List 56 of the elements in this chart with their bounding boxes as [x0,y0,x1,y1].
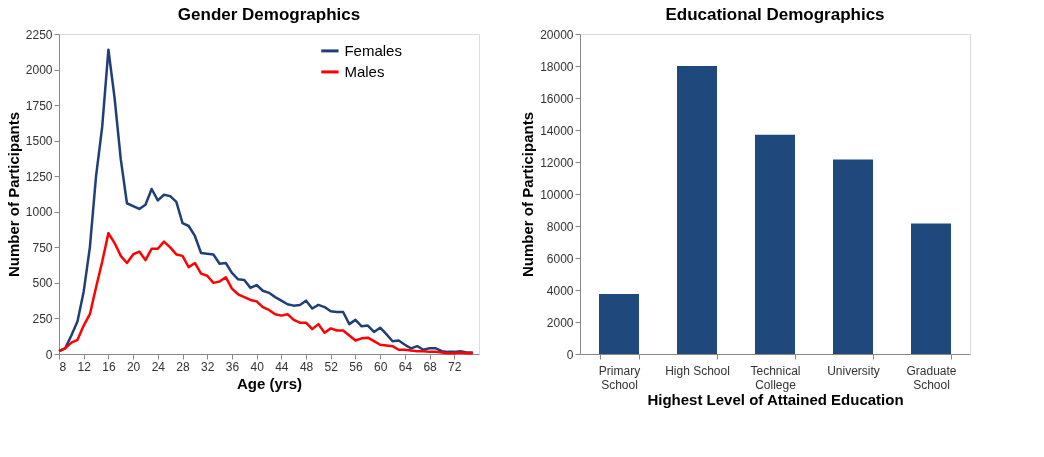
x-tick-label: 60 [374,359,388,374]
x-tick-label: 8 [59,359,67,374]
x-tick-label: 32 [201,359,215,374]
y-axis-title: Number of Participants [519,111,537,278]
y-tick-label: 6000 [546,251,574,266]
y-tick-label: 1000 [25,205,53,220]
y-tick-label: 18000 [540,59,574,74]
legend-label: Females [344,41,402,59]
chart-title: Gender Demographics [177,5,361,24]
y-tick-label: 14000 [540,123,574,138]
x-tick-label: 36 [225,359,240,374]
x-axis-title: Age (yrs) [236,374,303,392]
y-tick-label: 16000 [540,91,574,106]
x-tick-label: 40 [250,359,265,374]
y-tick-label: 1500 [25,134,53,149]
y-tick-label: 8000 [546,219,574,234]
x-tick-label: 24 [151,359,166,374]
x-tick-label: Technical College [750,363,801,392]
y-tick-label: 12000 [540,155,574,170]
x-tick-label: High School [665,363,730,378]
y-tick-label: 2000 [546,315,574,330]
x-tick-label: 68 [423,359,438,374]
y-tick-label: 10000 [540,187,574,202]
y-tick-label: 20000 [540,27,574,42]
y-tick-label: 0 [45,347,53,362]
x-tick-label: University [827,363,880,378]
x-tick-label: 12 [77,359,92,374]
x-tick-label: 44 [275,359,289,374]
bar [911,223,951,354]
y-tick-label: 0 [566,347,574,362]
y-tick-label: 250 [32,311,53,326]
y-axis-title: Number of Participants [4,111,22,278]
legend-label: Males [344,62,385,80]
x-tick-label: Graduate School [906,363,957,392]
line-series [57,231,475,355]
x-tick-label: 28 [176,359,191,374]
bar [677,66,717,354]
y-tick-label: 2000 [25,63,53,78]
y-tick-label: 1750 [25,98,53,113]
y-tick-label: 500 [32,276,53,291]
y-tick-label: 1250 [25,169,53,184]
x-tick-label: 16 [102,359,116,374]
x-tick-label: 56 [349,359,363,374]
x-tick-label: 52 [324,359,339,374]
bar [755,134,795,354]
y-tick-label: 2250 [25,27,53,42]
y-tick-label: 750 [32,240,53,255]
x-tick-label: 48 [299,359,314,374]
y-tick-label: 4000 [546,283,574,298]
x-tick-label: Primary School [598,363,641,392]
x-tick-label: 72 [448,359,462,374]
bar [599,294,639,354]
chart-title: Educational Demographics [665,5,885,24]
bar [833,159,873,354]
x-tick-label: 20 [126,359,141,374]
x-tick-label: 64 [398,359,413,374]
